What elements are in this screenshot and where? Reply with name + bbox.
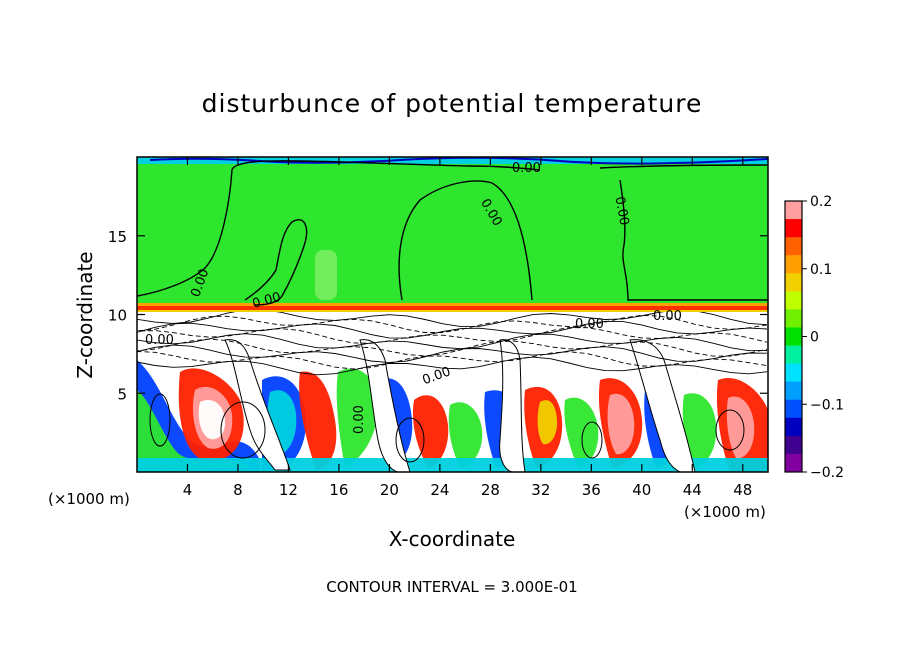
contour-line: [137, 338, 768, 357]
turbulence-patch: [682, 393, 717, 468]
colorbar: 0.2 0.1 0 −0.1 −0.2: [784, 194, 844, 481]
colorbar-tick-label: 0.1: [810, 262, 832, 278]
turbulence-patch: [607, 393, 635, 455]
colorbar-tick-label: 0: [810, 330, 819, 346]
x-unit-left: (×1000 m): [48, 490, 130, 508]
colorbar-tick-label: −0.2: [810, 465, 844, 481]
colorbar-swatch: [785, 345, 802, 365]
contour-label: 0.00: [653, 309, 682, 324]
y-tick-label: 15: [108, 228, 127, 246]
top-band: [137, 157, 768, 164]
contour-interval-note: CONTOUR INTERVAL = 3.000E-01: [326, 578, 577, 596]
chart-title: disturbunce of potential temperature: [202, 89, 703, 118]
contour-line: [137, 333, 768, 352]
contour-label: 0.00: [612, 195, 632, 226]
colorbar-swatch: [785, 201, 802, 220]
x-axis-label: X-coordinate: [389, 527, 516, 551]
colorbar-tick-label: −0.1: [810, 397, 844, 413]
x-tick-label: 44: [683, 481, 702, 499]
x-tick-label: 32: [531, 481, 550, 499]
upper-region: [137, 157, 768, 312]
y-tick-label: 5: [117, 385, 127, 403]
colorbar-swatch: [785, 309, 802, 328]
plot-area: 0.00 0.00 0.00 0.00 0.00 0.00 0.00 0.00 …: [137, 157, 768, 472]
plume: [359, 339, 411, 472]
tropopause-band-red: [137, 306, 768, 310]
lower-turbulent-region: [137, 312, 768, 472]
colorbar-swatch: [785, 291, 802, 310]
colorbar-swatch: [785, 219, 802, 238]
colorbar-swatch: [785, 363, 802, 383]
x-tick-label: 8: [233, 481, 243, 499]
contour-label: 0.00: [575, 317, 604, 332]
contour-label: 0.00: [512, 161, 541, 176]
y-tick-label: 10: [108, 307, 127, 325]
turbulence-patch: [564, 397, 599, 468]
turbulence-patch: [137, 458, 768, 472]
x-tick-label: 16: [329, 481, 348, 499]
turbulence-patch: [336, 368, 379, 468]
colorbar-swatch: [785, 453, 802, 473]
contour-label: 0.00: [352, 405, 367, 434]
tropopause-band-orange: [137, 303, 768, 306]
colorbar-tick-label: 0.2: [810, 194, 832, 210]
x-tick-label: 20: [380, 481, 399, 499]
contour-line: [137, 356, 768, 376]
plume: [629, 339, 696, 472]
contour-line: [137, 314, 768, 333]
turbulence-patch: [726, 396, 755, 459]
colorbar-swatch: [785, 435, 802, 455]
contour-ring: [220, 401, 266, 459]
turbulence-patch: [537, 400, 558, 445]
top-band-detail: [149, 157, 768, 165]
turbulence-patch: [137, 390, 250, 472]
colorbar-swatch: [785, 273, 802, 292]
turbulence-patch: [412, 395, 449, 468]
colorbar-swatch: [785, 255, 802, 274]
turbulence-patch: [448, 402, 483, 468]
turbulence-patch: [198, 400, 226, 440]
x-tick-label: 12: [279, 481, 298, 499]
colorbar-swatch: [785, 237, 802, 256]
contour-line: [137, 312, 768, 328]
upper-contours: [137, 160, 768, 306]
contour-ring: [581, 421, 603, 459]
x-tick-label: 40: [632, 481, 651, 499]
turbulence-patch: [299, 371, 337, 470]
colorbar-swatch: [785, 327, 802, 347]
contour-label: 0.00: [251, 290, 283, 312]
plume: [224, 339, 291, 471]
contour-ring: [395, 417, 425, 463]
tropopause-band-yellow: [137, 310, 768, 313]
contour-ring: [149, 393, 171, 447]
x-unit-right: (×1000 m): [684, 503, 766, 521]
contour-line: [137, 320, 768, 339]
colorbar-swatch: [785, 399, 802, 419]
y-axis-label: Z-coordinate: [73, 251, 97, 378]
x-tick-label: 28: [481, 481, 500, 499]
faint-plume: [315, 250, 337, 300]
colorbar-swatch: [785, 417, 802, 437]
contour-line: [137, 344, 768, 364]
contour-label: 0.00: [145, 333, 174, 348]
colorbar-swatch: [785, 381, 802, 401]
x-tick-label: 24: [430, 481, 449, 499]
x-tick-label: 4: [183, 481, 193, 499]
contour-ring: [715, 409, 745, 451]
x-tick-label: 48: [733, 481, 752, 499]
x-tick-label: 36: [582, 481, 601, 499]
